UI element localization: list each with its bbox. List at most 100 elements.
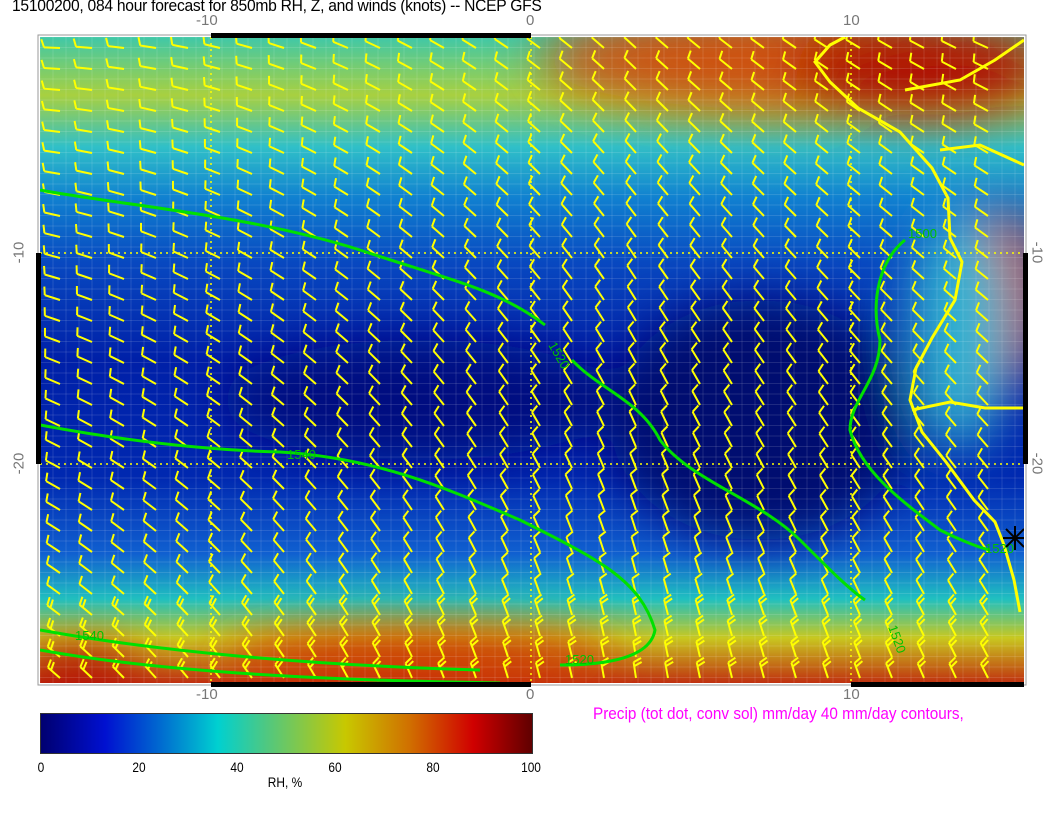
wind-barb	[432, 363, 445, 385]
wind-barb	[105, 99, 125, 112]
wind-barb	[110, 512, 125, 532]
wind-barb	[946, 510, 957, 532]
wind-barb	[724, 467, 733, 490]
wind-barb	[625, 195, 637, 217]
wind-barb	[303, 406, 317, 427]
wind-barb	[306, 594, 317, 616]
wind-barb	[111, 596, 125, 616]
wind-barb	[853, 635, 863, 658]
wind-barb	[462, 113, 477, 133]
wind-barb	[207, 511, 221, 532]
wind-barb	[206, 407, 221, 427]
wind-barb	[689, 279, 701, 301]
wind-barb	[170, 56, 189, 70]
wind-barb	[722, 321, 733, 343]
wind-barb	[816, 300, 829, 322]
wind-barb	[269, 282, 285, 301]
wind-barb	[462, 176, 477, 196]
wind-barb	[237, 283, 253, 301]
wind-barb	[78, 596, 93, 616]
wind-barb	[75, 285, 93, 301]
wind-barb	[270, 386, 285, 406]
wind-barb	[817, 363, 829, 385]
wind-barb	[501, 614, 512, 637]
wind-barb	[300, 137, 317, 154]
wind-barb	[429, 114, 445, 133]
wind-barb	[108, 264, 125, 280]
wind-barb	[238, 386, 253, 406]
wind-barb	[141, 367, 157, 385]
wind-barb	[463, 259, 477, 280]
wind-barb	[139, 181, 157, 196]
wind-barb	[435, 572, 445, 595]
wind-barb	[561, 258, 573, 280]
wind-barb	[398, 177, 413, 196]
wind-barb	[76, 389, 93, 406]
wind-barb	[401, 447, 413, 469]
wind-barb	[106, 140, 125, 154]
wind-barb	[722, 342, 733, 364]
wind-barb	[877, 52, 893, 70]
wind-barb	[238, 428, 253, 448]
wind-barb	[236, 200, 253, 217]
wind-barb	[45, 555, 61, 574]
wind-barb	[334, 323, 349, 343]
wind-barb	[972, 53, 989, 70]
wind-barb	[432, 301, 445, 322]
wind-barb	[500, 530, 509, 553]
lon-tick-bottom: 10	[843, 686, 860, 703]
wind-barb	[494, 134, 509, 154]
wind-barb	[530, 342, 541, 364]
wind-barb	[74, 162, 93, 175]
wind-barb	[597, 488, 606, 511]
wind-barb	[206, 470, 221, 490]
wind-barb	[941, 156, 957, 175]
wind-barb	[563, 404, 573, 427]
wind-barb	[719, 133, 733, 154]
wind-barb	[878, 197, 893, 217]
wind-barb	[819, 488, 829, 511]
wind-barb	[111, 616, 125, 637]
wind-barb	[42, 203, 61, 217]
wind-barb	[530, 363, 541, 385]
wind-barb	[911, 322, 925, 343]
wind-barb	[463, 238, 477, 259]
wind-barb	[272, 531, 285, 553]
wind-barb	[526, 71, 541, 91]
wind-barb	[403, 572, 413, 595]
contour-label: 1540	[287, 447, 316, 462]
wind-barb	[533, 551, 542, 574]
wind-barb	[303, 365, 317, 385]
wind-barb	[208, 594, 221, 616]
wind-barb	[75, 244, 93, 259]
wind-barb	[847, 238, 861, 259]
wind-barb	[915, 551, 925, 574]
wind-barb	[305, 531, 317, 553]
wind-barb	[690, 300, 701, 322]
wind-barb	[534, 656, 545, 679]
wind-barb	[43, 265, 61, 280]
wind-barb	[815, 238, 829, 259]
wind-barb	[207, 490, 221, 511]
wind-barb	[172, 263, 189, 280]
wind-barb	[847, 197, 861, 217]
wind-barb	[658, 320, 669, 343]
wind-barb	[686, 37, 701, 49]
wind-barb	[176, 616, 189, 637]
wind-barb	[692, 446, 701, 469]
wind-barb	[332, 53, 349, 70]
wind-barb	[940, 53, 957, 70]
wind-barb	[78, 534, 93, 553]
wind-barb	[434, 509, 445, 532]
wind-barb	[107, 223, 125, 238]
wind-barb	[562, 321, 573, 343]
wind-barb	[852, 614, 863, 637]
wind-barb	[44, 410, 61, 427]
wind-barb	[494, 113, 509, 133]
wind-barb	[910, 218, 925, 238]
wind-barb	[106, 161, 125, 175]
wind-barb	[972, 74, 989, 91]
wind-barb	[371, 593, 381, 616]
wind-barb	[174, 491, 189, 511]
wind-barb	[110, 575, 125, 595]
